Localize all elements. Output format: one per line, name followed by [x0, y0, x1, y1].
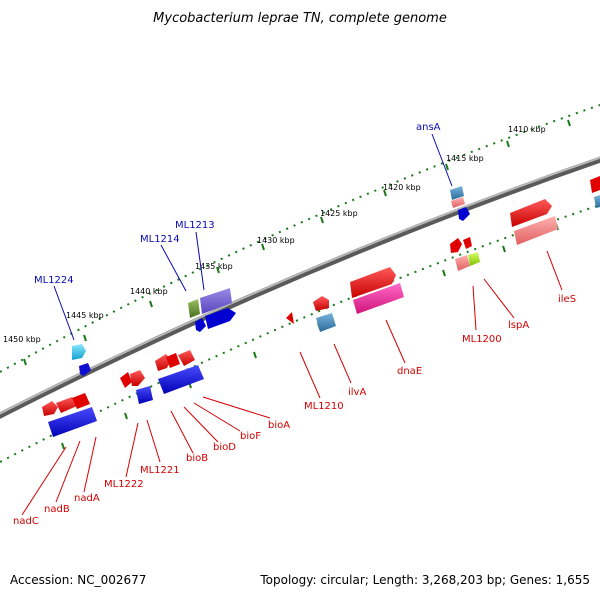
gene-label-ileS: ileS [558, 294, 576, 305]
gene-label-bioD: bioD [213, 442, 236, 453]
gene-label-dnaE: dnaE [397, 366, 422, 377]
gene-label-ML1221: ML1221 [140, 465, 180, 476]
kbp-label: 1410 kbp [508, 125, 546, 134]
forward-genes [72, 176, 600, 376]
topology-text: Topology: circular; Length: 3,268,203 bp… [260, 573, 590, 587]
gene-arrow-ML1210 [286, 312, 294, 324]
kbp-label: 1445 kbp [66, 311, 104, 320]
kbp-label: 1425 kbp [320, 209, 358, 218]
gene-arrow-bioB [158, 365, 204, 394]
kbp-label: 1430 kbp [257, 236, 295, 245]
gene-arrow-ansA-c [458, 207, 470, 221]
gene-arrow-lspA-b [463, 237, 472, 249]
gene-label-ML1200: ML1200 [462, 334, 502, 345]
genome-backbone [0, 156, 600, 419]
gene-label-ML1213: ML1213 [175, 220, 215, 231]
gene-arrow-bioF [166, 353, 180, 368]
gene-arrow-ML1222-b [130, 370, 145, 386]
kbp-label: 1440 kbp [130, 287, 168, 296]
gene-arrow-ilvA-b [316, 313, 336, 332]
gene-label-ML1210: ML1210 [304, 401, 344, 412]
reverse-gene-labels: ileS lspA ML1200 dnaE ilvA ML1210 bioA b… [13, 294, 576, 527]
gene-arrow-blue-2 [205, 308, 236, 329]
forward-leader-lines [53, 133, 453, 341]
gene-arrow-ML1222 [120, 372, 132, 388]
gene-arrow-nadB [56, 397, 77, 413]
kbp-label: 1420 kbp [383, 183, 421, 192]
kbp-scale-labels: 1410 kbp 1415 kbp 1420 kbp 1425 kbp 1430… [3, 125, 546, 344]
gene-arrow-ML1200-b [468, 252, 480, 266]
map-title: Mycobacterium leprae TN, complete genome [153, 11, 447, 26]
kbp-label: 1435 kbp [195, 262, 233, 271]
reverse-genes [42, 199, 558, 437]
gene-arrow-ileS [510, 199, 552, 227]
gene-arrow-blue-1 [195, 318, 206, 332]
kbp-label: 1415 kbp [446, 154, 484, 163]
gene-arrow-right-2 [594, 195, 600, 208]
gene-arrow-ML1224 [72, 344, 86, 360]
gene-label-bioB: bioB [186, 453, 208, 464]
gene-arrow-bioD [178, 350, 195, 366]
gene-label-ansA: ansA [416, 122, 441, 133]
gene-label-ML1214: ML1214 [140, 234, 180, 245]
gene-arrow-ML1213 [200, 288, 232, 314]
gene-label-bioF: bioF [240, 431, 261, 442]
reverse-leader-lines [21, 250, 563, 516]
gene-label-lspA: lspA [508, 320, 529, 331]
gene-arrow-ML1200 [455, 255, 470, 271]
gene-arrow-nadA [42, 401, 58, 416]
gene-label-ilvA: ilvA [348, 387, 366, 398]
gene-label-ML1224: ML1224 [34, 275, 74, 286]
gene-arrow-ileS-b [514, 216, 558, 245]
gene-arrow-ilvA [313, 296, 329, 311]
gene-arrow-dnaE-b [353, 283, 404, 314]
gene-label-nadA: nadA [74, 493, 100, 504]
gene-label-nadB: nadB [44, 504, 70, 515]
gene-arrow-dnaE [350, 267, 396, 298]
accession-text: Accession: NC_002677 [10, 573, 147, 587]
gene-arrow-lspA [450, 238, 462, 253]
gene-label-bioA: bioA [268, 420, 290, 431]
forward-gene-labels: ansA ML1213 ML1214 ML1224 [34, 122, 441, 286]
gene-arrow-nadB-b [72, 393, 90, 409]
kbp-label: 1450 kbp [3, 335, 41, 344]
gene-arrow-ML1214 [188, 299, 200, 318]
gene-arrow-nadC [48, 407, 97, 437]
gene-arrow-right-1 [590, 176, 600, 193]
outer-tick-ring [0, 104, 600, 373]
gene-label-ML1222: ML1222 [104, 479, 144, 490]
gene-label-nadC: nadC [13, 516, 39, 527]
gene-arrow-ansA [450, 186, 464, 200]
gene-arrow-ML1221 [136, 386, 153, 404]
gene-arrow-ansA-b [451, 197, 465, 208]
gene-arrow-ML1224b [79, 363, 91, 376]
